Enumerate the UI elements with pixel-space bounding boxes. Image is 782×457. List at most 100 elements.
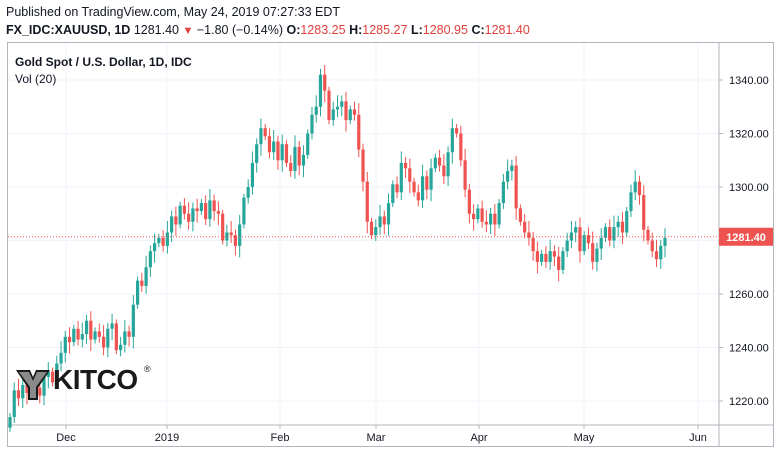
- close-value: 1281.40: [484, 23, 530, 37]
- candle-body: [514, 165, 518, 209]
- candle-body: [255, 144, 259, 163]
- candle-body: [76, 328, 80, 340]
- candle-body: [106, 328, 110, 348]
- candle-body: [221, 213, 225, 241]
- candle-body: [523, 221, 527, 233]
- candle-body: [374, 227, 378, 236]
- candle-body: [293, 146, 297, 171]
- last-price: 1281.40: [133, 23, 179, 37]
- candle-body: [331, 109, 335, 121]
- candle-body: [42, 376, 46, 396]
- candle-body: [140, 280, 144, 286]
- candle-body: [148, 251, 152, 268]
- candle-body: [454, 128, 459, 134]
- candle-body: [157, 237, 161, 244]
- chart-title: Gold Spot / U.S. Dollar, 1D, IDC: [15, 55, 192, 69]
- candle-body: [608, 227, 612, 241]
- candle-body: [314, 106, 318, 115]
- ohlc-header: FX_IDC:XAUUSD, 1D 1281.40 ▼ −1.80 (−0.14…: [6, 23, 530, 37]
- close-label: C:: [471, 23, 485, 37]
- candle-body: [229, 232, 233, 236]
- candle-body: [561, 251, 565, 270]
- candle-body: [506, 170, 510, 182]
- candle-body: [569, 232, 574, 241]
- candle-body: [178, 205, 182, 225]
- candle-body: [187, 213, 191, 222]
- published-notice: Published on TradingView.com, May 24, 20…: [6, 5, 341, 19]
- candle-body: [450, 128, 454, 153]
- candle-body: [306, 133, 310, 155]
- candle-body: [144, 267, 148, 286]
- candle-body: [574, 227, 578, 233]
- candle-body: [501, 181, 505, 204]
- candle-body: [50, 371, 55, 383]
- candle-body: [476, 208, 480, 220]
- candle-body: [59, 352, 63, 364]
- x-tick-label: Dec: [56, 432, 76, 444]
- candle-body: [408, 168, 412, 182]
- candle-body: [586, 235, 591, 244]
- chart-frame: [7, 42, 774, 447]
- candle-body: [420, 176, 425, 201]
- candle-body: [16, 390, 21, 399]
- candle-body: [46, 371, 50, 377]
- candle-body: [540, 253, 544, 262]
- candle-body: [650, 240, 654, 252]
- candle-body: [276, 141, 280, 161]
- candle-body: [391, 184, 395, 204]
- candle-body: [595, 248, 599, 262]
- candle-body: [437, 157, 442, 166]
- candle-body: [263, 128, 267, 137]
- y-tick-label: 1240.00: [729, 343, 769, 355]
- x-tick-label: 2019: [155, 432, 179, 444]
- candle-body: [204, 203, 208, 220]
- candle-body: [123, 331, 127, 345]
- symbol-label: FX_IDC:XAUUSD, 1D: [6, 23, 131, 37]
- candle-body: [386, 203, 391, 225]
- candle-body: [208, 200, 212, 220]
- candle-body: [225, 232, 229, 241]
- candle-body: [493, 213, 497, 225]
- y-tick-label: 1320.00: [729, 129, 769, 141]
- candle-body: [110, 323, 114, 329]
- candle-body: [21, 384, 25, 399]
- candle-body: [357, 114, 361, 150]
- candle-body: [352, 109, 357, 115]
- candle-body: [378, 216, 382, 228]
- candle-body: [654, 251, 659, 260]
- candle-body: [161, 237, 165, 246]
- candle-body: [497, 203, 501, 225]
- candle-body: [591, 243, 595, 262]
- candle-body: [199, 203, 203, 212]
- candle-body: [238, 224, 242, 246]
- x-tick-label: Apr: [470, 432, 487, 444]
- candle-body: [484, 221, 488, 225]
- registered-mark: ®: [144, 364, 151, 374]
- y-tick-label: 1340.00: [729, 75, 769, 87]
- candle-body: [114, 323, 118, 351]
- candle-body: [233, 235, 238, 246]
- candle-body: [280, 144, 284, 161]
- candle-body: [12, 390, 16, 418]
- candle-body: [369, 221, 374, 236]
- last-price-tag-label: 1281.40: [726, 232, 766, 244]
- candle-body: [625, 211, 629, 233]
- candle-body: [633, 181, 637, 193]
- candle-body: [195, 208, 199, 212]
- candle-body: [327, 90, 331, 121]
- x-tick-label: Feb: [271, 432, 290, 444]
- candle-body: [55, 363, 59, 383]
- candle-body: [472, 213, 476, 220]
- candle-body: [433, 157, 437, 169]
- candle-body: [365, 181, 369, 222]
- candle-body: [642, 195, 646, 230]
- candle-body: [429, 168, 433, 190]
- candle-body: [403, 162, 408, 169]
- candle-body: [548, 251, 552, 262]
- candle-body: [284, 144, 289, 163]
- candle-body: [165, 232, 169, 246]
- candle-body: [170, 216, 174, 233]
- volume-indicator-label[interactable]: Vol (20): [15, 72, 57, 86]
- high-value: 1285.27: [362, 23, 408, 37]
